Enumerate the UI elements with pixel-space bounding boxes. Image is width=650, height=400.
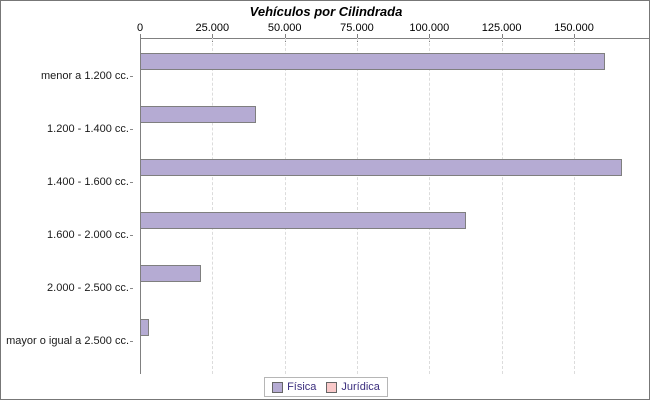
legend-label: Jurídica bbox=[341, 381, 380, 393]
category-tick-mark bbox=[130, 76, 133, 77]
gridline bbox=[284, 38, 286, 374]
x-axis-tick-mark bbox=[140, 34, 141, 42]
x-axis-tick-label: 100.000 bbox=[409, 22, 450, 34]
legend: Física Jurídica bbox=[1, 377, 649, 397]
category-label: mayor o igual a 2.500 cc. bbox=[6, 335, 129, 347]
x-axis-tick-label: 75.000 bbox=[340, 22, 374, 34]
y-axis-line bbox=[140, 38, 141, 374]
x-axis-line bbox=[140, 38, 649, 39]
gridline bbox=[212, 38, 214, 374]
bar-física bbox=[140, 106, 256, 123]
category-tick-mark bbox=[130, 182, 133, 183]
category-label: menor a 1.200 cc. bbox=[40, 70, 129, 82]
legend-box: Física Jurídica bbox=[264, 377, 388, 397]
gridline bbox=[573, 38, 575, 374]
category-tick-mark bbox=[130, 341, 133, 342]
category-tick-mark bbox=[130, 129, 133, 130]
x-axis-tick-label: 25.000 bbox=[195, 22, 230, 34]
x-axis-tick-label: 125.000 bbox=[481, 22, 522, 34]
x-axis-tick-label: 50.000 bbox=[267, 22, 302, 34]
legend-item-jurídica: Jurídica bbox=[326, 381, 380, 393]
category-label: 1.400 - 1.600 cc. bbox=[47, 176, 129, 188]
bar-física bbox=[140, 53, 605, 70]
legend-swatch-icon bbox=[326, 381, 338, 393]
gridline bbox=[356, 38, 358, 374]
gridline bbox=[429, 38, 431, 374]
bar-física bbox=[140, 319, 149, 336]
category-tick-mark bbox=[130, 288, 133, 289]
bar-física bbox=[140, 159, 622, 176]
x-axis-tick-label: 150.000 bbox=[554, 22, 594, 34]
gridline bbox=[501, 38, 503, 374]
category-tick-mark bbox=[130, 235, 133, 236]
chart-title: Vehículos por Cilindrada bbox=[249, 4, 403, 19]
x-axis-tick-label: 0 bbox=[136, 22, 144, 34]
legend-swatch-icon bbox=[272, 381, 284, 393]
category-label: 1.200 - 1.400 cc. bbox=[47, 123, 129, 135]
legend-item-física: Física bbox=[272, 381, 316, 393]
bar-física bbox=[140, 212, 466, 229]
category-label: 1.600 - 2.000 cc. bbox=[47, 229, 129, 241]
legend-label: Física bbox=[287, 381, 317, 393]
bar-física bbox=[140, 265, 201, 282]
category-label: 2.000 - 2.500 cc. bbox=[47, 282, 129, 294]
